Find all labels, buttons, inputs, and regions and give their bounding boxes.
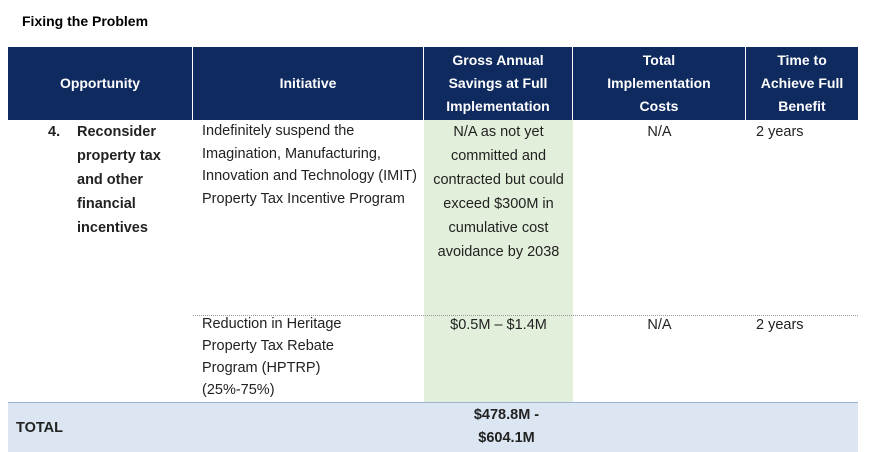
column-header: Total Implementation Costs bbox=[573, 47, 746, 120]
time: 2 years bbox=[756, 317, 804, 333]
total-savings: $478.8M - $604.1M bbox=[473, 407, 540, 446]
time: 2 years bbox=[756, 124, 804, 140]
total-label: TOTAL bbox=[16, 420, 63, 436]
column-header: Opportunity bbox=[8, 47, 193, 120]
table-header: Opportunity Initiative Gross Annual Savi… bbox=[8, 47, 858, 120]
opportunity: Reconsider property tax and other financ… bbox=[77, 124, 161, 236]
column-header: Time to Achieve Full Benefit bbox=[746, 47, 858, 120]
savings: N/A as not yet committed and contracted … bbox=[433, 124, 564, 260]
row-divider bbox=[193, 315, 858, 316]
total-row: TOTAL $478.8M - $604.1M bbox=[8, 402, 858, 452]
page-title: Fixing the Problem bbox=[22, 13, 149, 29]
column-header: Gross Annual Savings at Full Implementat… bbox=[424, 47, 573, 120]
column-header: Initiative bbox=[193, 47, 424, 120]
costs: N/A bbox=[647, 124, 672, 140]
savings: $0.5M – $1.4M bbox=[450, 317, 547, 333]
initiative: Indefinitely suspend the Imagination, Ma… bbox=[202, 123, 417, 207]
initiative: Reduction in Heritage Property Tax Rebat… bbox=[202, 316, 342, 398]
costs: N/A bbox=[647, 317, 672, 333]
savings-highlight bbox=[424, 120, 573, 402]
row-number: 4. bbox=[48, 124, 61, 140]
